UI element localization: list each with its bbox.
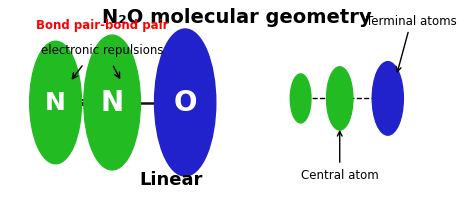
Text: Linear: Linear bbox=[139, 170, 203, 188]
Text: Bond pair-bond pair: Bond pair-bond pair bbox=[36, 19, 169, 32]
Text: N: N bbox=[100, 89, 124, 117]
Ellipse shape bbox=[30, 42, 82, 164]
Ellipse shape bbox=[327, 67, 353, 130]
Text: N₂O molecular geometry: N₂O molecular geometry bbox=[102, 7, 372, 26]
Ellipse shape bbox=[372, 62, 403, 136]
Text: N: N bbox=[45, 91, 66, 115]
Text: O: O bbox=[173, 89, 197, 117]
Text: Central atom: Central atom bbox=[301, 132, 379, 181]
Ellipse shape bbox=[155, 30, 216, 176]
Ellipse shape bbox=[290, 75, 311, 123]
Ellipse shape bbox=[84, 36, 140, 170]
Text: electronic repulsions: electronic repulsions bbox=[41, 44, 164, 57]
Text: Terminal atoms: Terminal atoms bbox=[366, 15, 457, 73]
